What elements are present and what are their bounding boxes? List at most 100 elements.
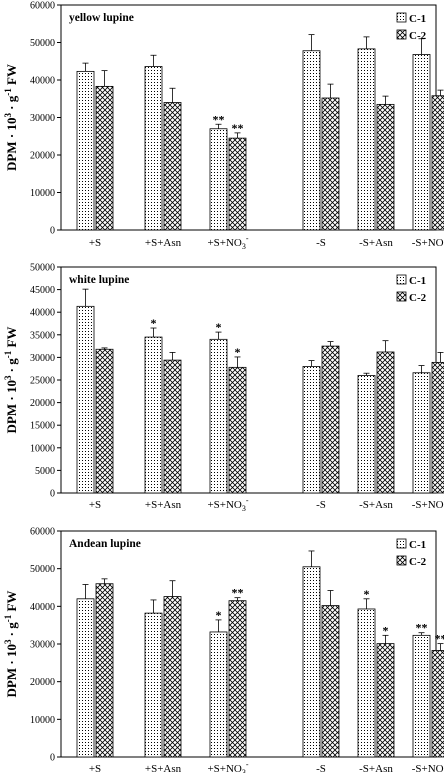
bar-c-1 (412, 54, 431, 231)
bar-c-2 (163, 102, 182, 231)
bars: ********* (76, 550, 444, 758)
legend: C-1C-2 (396, 538, 427, 568)
y-tick-label: 35000 (30, 330, 55, 341)
x-category-label: +S (89, 237, 101, 249)
y-tick-label: 10000 (30, 188, 55, 199)
chart-panel-1: 0 10000 20000 30000 40000 50000 60000 DPM · 103… (3, 1, 444, 251)
significance-mark: * (216, 320, 222, 334)
bar-c-2 (376, 103, 395, 231)
y-tick-label: 10000 (30, 715, 55, 726)
bar-c-2 (95, 85, 114, 231)
bar-c-1 (144, 66, 163, 231)
y-tick-label: 0 (50, 226, 55, 237)
bars: * * * (76, 288, 444, 494)
y-axis-ticks: 0 5000 10000 15000 20000 25000 30000 35000 40000… (30, 263, 61, 500)
bar-c-1 (302, 566, 321, 758)
bar-c-2 (228, 600, 247, 758)
bar-c-1 (76, 598, 95, 758)
bar-c-2 (228, 137, 247, 231)
x-category-label: +S+NO3- (207, 760, 248, 773)
bar-c-1 (412, 372, 431, 494)
significance-mark: * (216, 608, 222, 622)
bar-c-1 (144, 336, 163, 494)
y-tick-label: 40000 (30, 602, 55, 613)
chart-panel-3: 0 10000 20000 30000 40000 50000 60000 DPM · 103… (3, 527, 444, 773)
y-tick-label: 50000 (30, 564, 55, 575)
significance-mark: * (364, 587, 370, 601)
x-category-label: -S+NO3- (412, 760, 444, 773)
y-tick-label: 60000 (30, 1, 55, 12)
y-tick-label: 0 (50, 489, 55, 500)
bar-c-1 (209, 338, 228, 494)
bar-c-1 (302, 50, 321, 231)
x-category-label: +S+Asn (145, 237, 182, 249)
chart-title: yellow lupine (69, 12, 134, 24)
x-category-label: -S (316, 237, 326, 249)
chart-panel-2: 0 5000 10000 15000 20000 25000 30000 35000 40000… (3, 263, 444, 513)
chart-title: Andean lupine (69, 538, 141, 550)
x-category-label: +S+Asn (145, 499, 182, 511)
y-tick-label: 20000 (30, 151, 55, 162)
legend-swatch-c-1 (396, 274, 407, 285)
x-category-label: -S+NO3- (412, 496, 444, 513)
bar-c-1 (209, 128, 228, 231)
bar-c-2 (376, 643, 395, 758)
y-tick-label: 0 (50, 753, 55, 764)
y-axis-ticks: 0 10000 20000 30000 40000 50000 60000 (30, 527, 61, 764)
y-tick-label: 20000 (30, 398, 55, 409)
legend-entry-c-1: C-1 (409, 275, 426, 287)
bar-c-2 (95, 348, 114, 494)
significance-mark: ** (232, 586, 244, 600)
bar-c-1 (302, 366, 321, 494)
bar-c-1 (357, 48, 376, 231)
legend-entry-c-2: C-2 (409, 556, 427, 568)
chart-title: white lupine (69, 274, 129, 286)
legend: C-1C-2 (396, 274, 427, 304)
x-category-label: +S+Asn (145, 763, 182, 773)
significance-mark: * (235, 345, 241, 359)
y-tick-label: 25000 (30, 376, 55, 387)
y-tick-label: 20000 (30, 677, 55, 688)
y-tick-label: 40000 (30, 76, 55, 87)
y-tick-label: 50000 (30, 263, 55, 274)
significance-mark: ** (416, 621, 428, 635)
bar-c-2 (431, 361, 444, 494)
y-tick-label: 50000 (30, 38, 55, 49)
y-tick-label: 10000 (30, 443, 55, 454)
bar-c-1 (209, 631, 228, 758)
x-category-label: -S+Asn (359, 763, 393, 773)
significance-mark: ** (232, 121, 244, 135)
x-category-label: +S+NO3- (207, 234, 248, 251)
bar-c-2 (321, 345, 340, 494)
legend-swatch-c-1 (396, 12, 407, 23)
x-category-label: -S (316, 499, 326, 511)
x-category-label: +S (89, 763, 101, 773)
significance-mark: ** (435, 632, 444, 646)
y-axis-ticks: 0 10000 20000 30000 40000 50000 60000 (30, 1, 61, 237)
bar-c-1 (76, 70, 95, 231)
legend-swatch-c-2 (396, 291, 407, 302)
significance-mark: * (383, 623, 389, 637)
legend-entry-c-1: C-1 (409, 13, 426, 25)
bar-c-1 (144, 612, 163, 758)
y-tick-label: 30000 (30, 353, 55, 364)
x-category-label: -S+NO3- (412, 234, 444, 251)
significance-mark: ** (213, 112, 225, 126)
x-category-label: -S+Asn (359, 499, 393, 511)
y-tick-label: 45000 (30, 285, 55, 296)
bars: ** ** (76, 34, 444, 231)
x-category-label: +S+NO3- (207, 496, 248, 513)
legend-entry-c-2: C-2 (409, 30, 427, 42)
x-category-label: -S+Asn (359, 237, 393, 249)
bar-c-2 (163, 596, 182, 758)
bar-c-2 (163, 359, 182, 494)
legend-entry-c-2: C-2 (409, 292, 427, 304)
x-category-label: +S (89, 499, 101, 511)
y-axis-label: DPM · 103 · g-1 FW (3, 64, 19, 171)
x-category-label: -S (316, 763, 326, 773)
y-axis-label: DPM · 103 · g-1 FW (3, 327, 19, 434)
legend: C-1C-2 (396, 12, 427, 42)
bar-c-2 (95, 583, 114, 758)
y-tick-label: 60000 (30, 527, 55, 538)
